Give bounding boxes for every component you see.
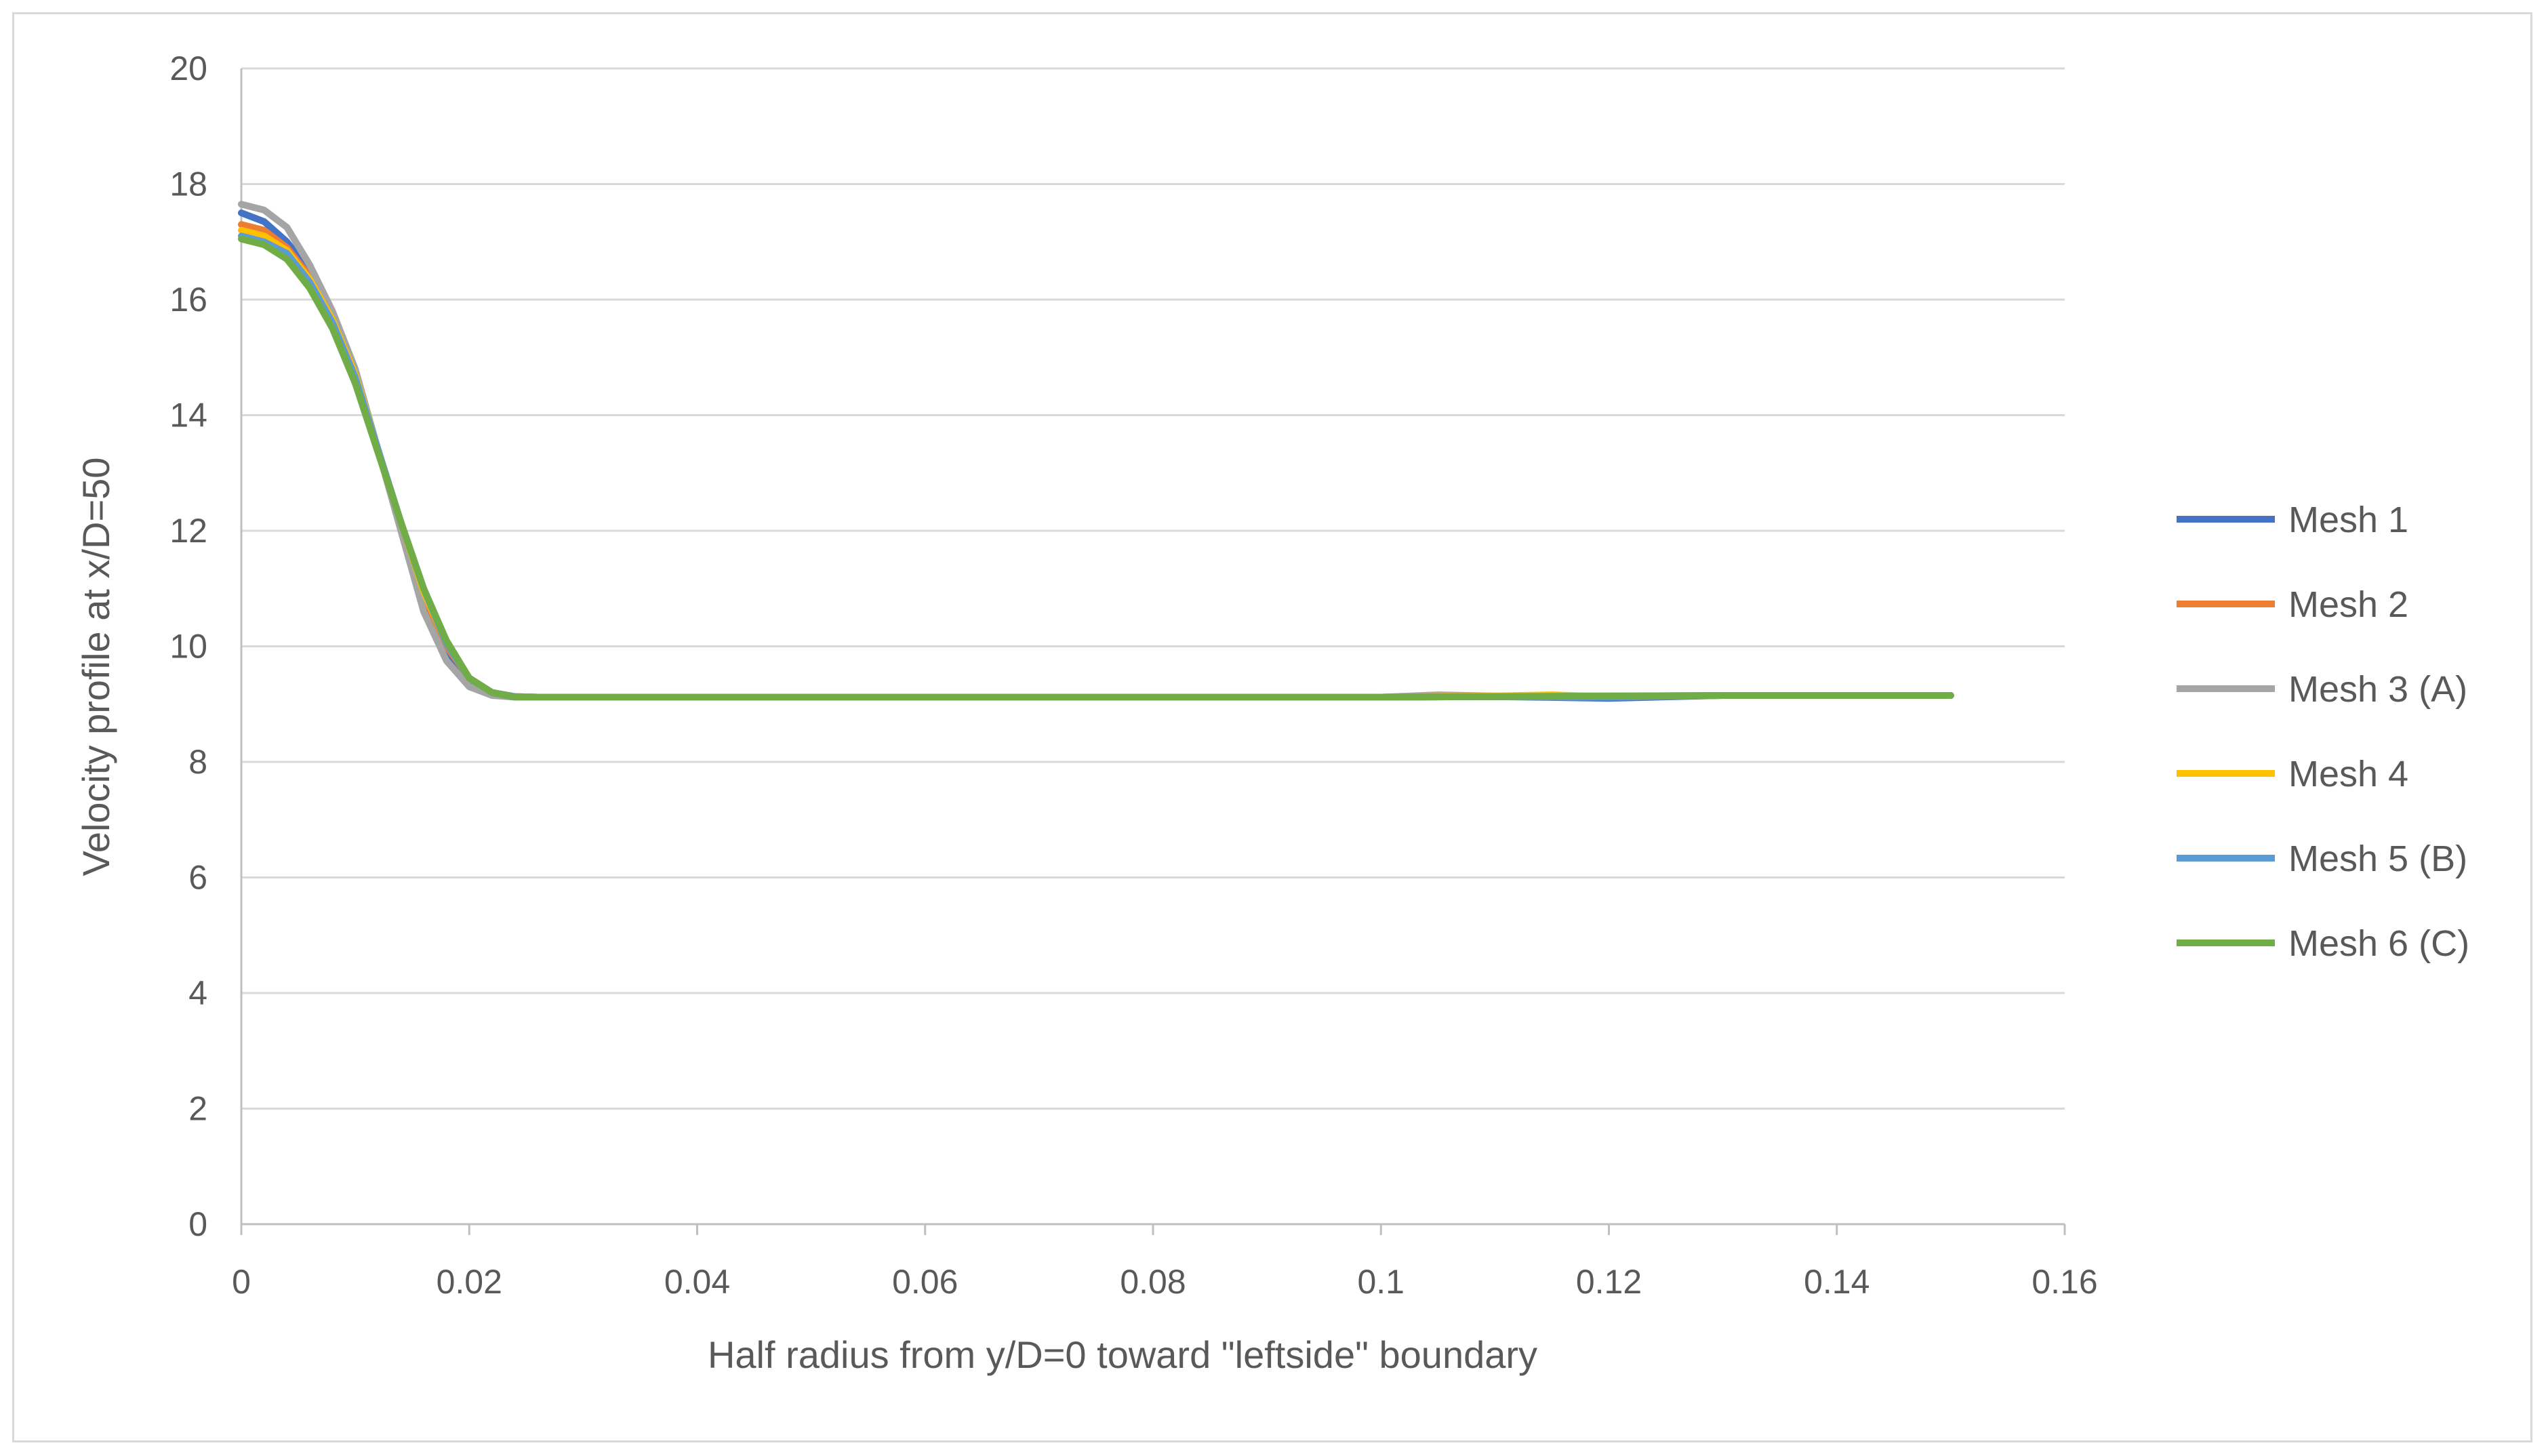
legend-item: Mesh 4 [2177, 754, 2408, 794]
x-tick-label: 0.16 [2032, 1263, 2097, 1301]
series-lines [238, 201, 1954, 702]
x-tick-label: 0.02 [437, 1263, 502, 1301]
x-tick-label: 0.1 [1357, 1263, 1405, 1301]
y-tick-label: 14 [169, 397, 207, 434]
x-tick-label: 0.04 [664, 1263, 730, 1301]
y-tick-label: 10 [169, 628, 207, 666]
x-tick-label: 0.08 [1120, 1263, 1186, 1301]
x-tick-label: 0 [232, 1263, 251, 1301]
y-tick-label: 16 [169, 281, 207, 319]
y-tick-label: 6 [188, 859, 207, 897]
series-line-mesh-6-c [238, 235, 1954, 701]
y-tick-label: 4 [188, 974, 207, 1012]
gridlines [241, 67, 2065, 1110]
series-line-mesh-1 [238, 209, 1954, 702]
axes [240, 68, 2066, 1235]
legend-label: Mesh 1 [2288, 500, 2408, 540]
x-tick-labels: 0 0.02 0.04 0.06 0.08 0.1 0.12 0.14 0.16 [232, 1263, 2098, 1301]
y-tick-label: 20 [169, 49, 207, 87]
legend-item: Mesh 2 [2177, 584, 2408, 625]
x-tick-label: 0.12 [1576, 1263, 1642, 1301]
legend-item: Mesh 3 (A) [2177, 669, 2467, 710]
y-tick-labels: 0 2 4 6 8 10 12 14 16 18 20 [169, 49, 207, 1243]
legend-item: Mesh 5 (B) [2177, 838, 2467, 879]
x-tick-label: 0.06 [892, 1263, 958, 1301]
legend-item: Mesh 6 (C) [2177, 923, 2469, 964]
series-line-mesh-2 [238, 221, 1954, 701]
y-tick-label: 2 [188, 1090, 207, 1128]
y-axis-title: Velocity profile at x/D=50 [75, 458, 117, 876]
y-tick-label: 0 [188, 1205, 207, 1243]
legend-item: Mesh 1 [2177, 500, 2408, 540]
chart-frame: 0 2 4 6 8 10 12 14 16 18 20 0 0.02 0.04 0.06 0.08 0.1 0.… [12, 12, 2532, 1442]
series-line-mesh-5-b [238, 232, 1954, 701]
legend-label: Mesh 4 [2288, 754, 2408, 794]
legend-label: Mesh 2 [2288, 584, 2408, 625]
legend-label: Mesh 3 (A) [2288, 669, 2467, 710]
legend-label: Mesh 6 (C) [2288, 923, 2469, 964]
y-tick-label: 12 [169, 512, 207, 550]
x-axis-title: Half radius from y/D=0 toward "leftside"… [708, 1333, 1537, 1376]
chart-svg: 0 2 4 6 8 10 12 14 16 18 20 0 0.02 0.04 0.06 0.08 0.1 0.… [75, 49, 2469, 1376]
legend: Mesh 1 Mesh 2 Mesh 3 (A) Mesh 4 Mesh 5 (B) Me… [2177, 500, 2469, 964]
series-line-mesh-3-a [238, 201, 1954, 701]
y-tick-label: 18 [169, 165, 207, 203]
x-tick-label: 0.14 [1804, 1263, 1870, 1301]
y-tick-label: 8 [188, 743, 207, 781]
legend-label: Mesh 5 (B) [2288, 838, 2467, 879]
